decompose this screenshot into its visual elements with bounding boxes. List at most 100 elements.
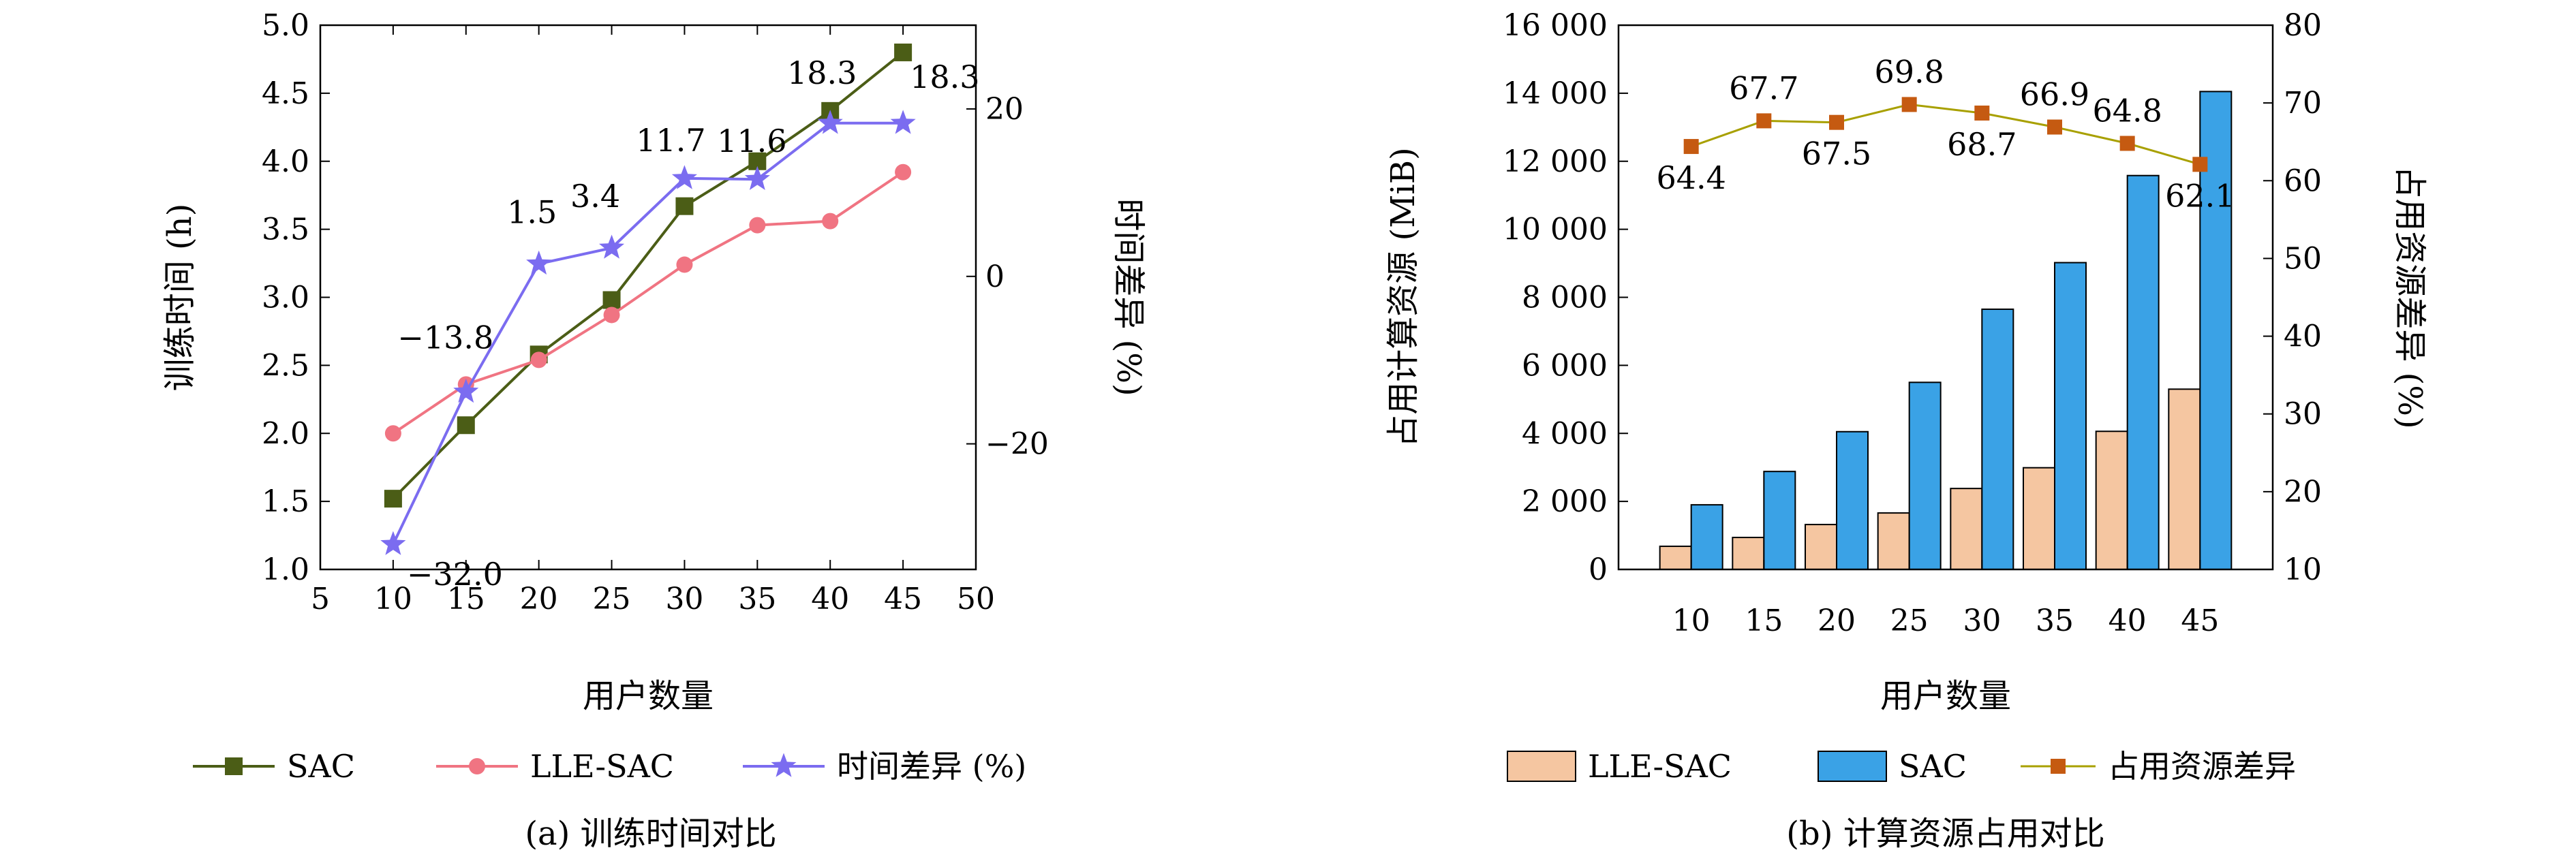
y-left-tick-label: 0 [1589,552,1608,587]
series-1-point [530,351,547,368]
chart-training-time: 5 10 15 20 25 30 35 40 45 50 1.0 1.5 2.0 2.5 3.0 3.5 4.0… [161,8,1148,853]
legend-label: SAC [1899,748,1967,785]
data-label: 62.1 [2165,177,2235,214]
series-0-point [894,43,913,61]
legend-marker [225,757,243,775]
series-point-resource-diff [2192,157,2208,172]
x-axis-label: 用户数量 [1880,677,2011,715]
bar-sac [1763,471,1796,570]
x-tick-label: 5 [311,582,330,616]
y-left-tick-label: 16 000 [1503,8,1608,43]
series-1-point [384,425,401,442]
series-point-resource-diff [1683,139,1699,155]
bar-lle-sac [1805,524,1837,571]
y-left-tick-label: 12 000 [1503,144,1608,179]
series-2-point [744,166,770,190]
x-axis-label: 用户数量 [583,677,714,715]
series-point-resource-diff [2119,136,2135,151]
bar-lle-sac [1877,512,1910,571]
y-right-tick-label: −20 [985,427,1049,462]
y-left-tick-label: 10 000 [1503,213,1608,247]
y-right-axis-label: 占用资源差异 (%) [2391,166,2429,428]
series-2-point [526,250,552,275]
bar-sac [1981,308,2014,570]
x-tick-label: 15 [447,582,485,616]
legend-marker [469,758,485,774]
series-1-point [603,307,620,324]
y-right-tick-label: 70 [2284,86,2322,121]
y-left-tick-label: 2.0 [262,416,309,451]
series-point-resource-diff [1901,97,1917,112]
legend-label: LLE-SAC [530,748,674,785]
plot-frame [319,24,977,571]
y-right-tick-label: 60 [2284,163,2322,198]
x-tick-label: 40 [2109,603,2147,638]
series-point-resource-diff [1974,105,1990,121]
data-label: −13.8 [397,319,493,356]
y-right-tick-label: 20 [2284,475,2322,509]
x-tick-label: 20 [520,582,558,616]
data-label: 11.7 [636,122,705,159]
y-right-tick-label: 40 [2284,319,2322,354]
x-tick-label: 40 [811,582,849,616]
bar-lle-sac [2095,430,2128,570]
x-tick-label: 20 [1818,603,1856,638]
series-2-point [453,378,479,403]
series-2-point [817,110,843,134]
y-right-tick-label: 0 [985,260,1005,294]
series-1-point [895,163,912,181]
x-tick-label: 15 [1745,603,1783,638]
series-2-point [890,110,916,134]
data-label: 3.4 [570,178,620,215]
bar-lle-sac [1950,488,1983,570]
series-1-point [749,217,766,234]
x-tick-label: 35 [738,582,776,616]
data-label: 18.3 [910,59,979,95]
series-1-point [822,213,839,230]
data-label: 67.7 [1729,69,1798,106]
x-tick-label: 30 [1963,603,2001,638]
legend-swatch [1507,751,1576,782]
legend-label: LLE-SAC [1588,748,1732,785]
y-right-tick-label: 20 [985,92,1024,127]
series-line-1 [392,171,904,435]
series-0-point [602,291,621,309]
bar-sac [2054,262,2087,570]
chart-caption: (a) 训练时间对比 [525,815,776,853]
legend-label: SAC [287,748,355,785]
x-tick-label: 10 [1672,603,1711,638]
x-tick-label: 10 [374,582,412,616]
y-left-axis-label: 占用计算资源 (MiB) [1384,147,1422,448]
data-label: 64.8 [2092,92,2162,129]
chart-caption: (b) 计算资源占用对比 [1786,815,2104,853]
y-left-tick-label: 5.0 [262,8,309,43]
y-right-axis-label: 时间差异 (%) [1109,198,1148,396]
data-label: −32.0 [407,556,503,593]
x-tick-label: 25 [593,582,631,616]
y-left-tick-label: 4 000 [1522,416,1608,451]
y-left-axis-label: 训练时间 (h) [161,204,199,392]
legend-marker [2051,759,2066,774]
series-0-point [675,197,694,215]
series-2-point [380,531,406,555]
legend-label: 时间差异 (%) [837,748,1026,785]
x-tick-label: 45 [884,582,922,616]
y-left-tick-label: 4.0 [262,144,309,179]
y-left-tick-label: 1.5 [262,484,309,519]
data-label: 1.5 [507,193,557,230]
legend-label: 占用资源差异 [2108,748,2296,785]
y-left-tick-label: 2.5 [262,348,309,383]
series-2-point [671,165,697,189]
bar-sac [1690,504,1723,571]
y-right-tick-label: 30 [2284,397,2322,432]
y-left-tick-label: 3.5 [262,213,309,247]
legend-marker [771,753,797,777]
bar-lle-sac [1732,537,1765,571]
series-line-resource-diff [1691,103,2201,166]
bar-sac [1908,381,1942,570]
bar-lle-sac [1659,546,1692,570]
y-left-tick-label: 1.0 [262,552,309,587]
y-left-tick-label: 6 000 [1522,348,1608,383]
bar-lle-sac [2168,388,2201,570]
x-tick-label: 25 [1890,603,1929,638]
